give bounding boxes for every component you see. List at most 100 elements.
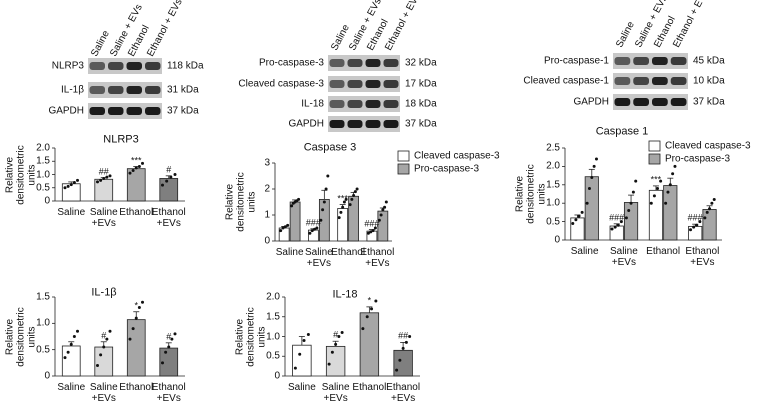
data-point xyxy=(671,172,675,176)
data-point xyxy=(692,225,696,229)
blot-band xyxy=(108,86,124,94)
blot-band xyxy=(365,120,381,128)
y-tick-label: 3 xyxy=(264,157,270,169)
blot-band xyxy=(126,62,142,70)
blot-size-label: 32 kDa xyxy=(405,57,437,69)
y-tick-label: 1.5 xyxy=(36,291,50,303)
bar xyxy=(584,176,599,241)
legend-label: Cleaved caspase-3 xyxy=(414,150,500,162)
data-point xyxy=(173,173,177,176)
data-point xyxy=(353,190,357,194)
data-point xyxy=(313,227,317,231)
data-point xyxy=(708,207,712,211)
blot-band xyxy=(383,100,399,108)
data-point xyxy=(160,183,164,187)
y-tick-label: 1.0 xyxy=(36,169,50,180)
x-tick-label: Ethanol xyxy=(119,382,154,393)
data-point xyxy=(279,229,283,233)
blot-size-label: 10 kDa xyxy=(693,75,725,87)
data-point xyxy=(310,229,314,233)
data-point xyxy=(141,300,145,304)
blot-row-label: Cleaved caspase-3 xyxy=(238,78,324,90)
y-tick-label: 2 xyxy=(264,183,270,195)
blot-size-label: 37 kDa xyxy=(167,105,199,117)
data-point xyxy=(668,183,672,187)
y-tick-label: 0 xyxy=(44,195,50,207)
blot-band xyxy=(347,80,363,88)
data-point xyxy=(340,331,344,335)
data-point xyxy=(105,175,109,179)
data-point xyxy=(173,332,177,336)
data-point xyxy=(377,218,381,222)
data-point xyxy=(355,187,359,191)
chart-title: NLRP3 xyxy=(103,133,139,146)
data-point xyxy=(298,352,302,356)
bar xyxy=(159,178,179,202)
x-tick-label: Ethanol +EVs xyxy=(386,382,421,404)
significance-label: # xyxy=(166,164,172,175)
data-point xyxy=(383,205,387,209)
y-tick-label: 1.0 xyxy=(266,331,280,342)
y-tick-label: 1 xyxy=(264,209,270,221)
data-point xyxy=(337,335,341,338)
y-tick-label: 2.0 xyxy=(266,291,280,303)
data-point xyxy=(627,209,631,213)
y-tick-label: 0.5 xyxy=(36,344,50,356)
data-point xyxy=(339,210,343,214)
data-point xyxy=(99,178,103,182)
blot-band xyxy=(145,62,161,70)
y-tick-label: 2.0 xyxy=(36,142,50,154)
data-point xyxy=(580,210,584,214)
significance-label: ### xyxy=(305,217,321,228)
data-point xyxy=(656,186,660,190)
blot-band xyxy=(633,57,649,65)
data-point xyxy=(373,226,377,230)
significance-label: ## xyxy=(98,166,109,177)
x-tick-label: Saline xyxy=(275,247,304,258)
data-point xyxy=(350,197,354,201)
data-point xyxy=(169,175,173,179)
chart-title: IL-1β xyxy=(91,286,117,299)
blot-band xyxy=(329,100,345,108)
data-point xyxy=(105,337,109,341)
x-tick-label: Ethanol xyxy=(331,247,366,258)
blot-band xyxy=(145,86,161,94)
blot-row-label: GAPDH xyxy=(288,118,324,130)
y-tick-label: 1.5 xyxy=(546,179,560,191)
blot-band xyxy=(347,100,363,108)
blot-band xyxy=(633,98,649,106)
data-point xyxy=(610,227,614,231)
data-point xyxy=(72,180,76,184)
significance-label: * xyxy=(134,300,139,311)
x-tick-label: Saline xyxy=(570,246,599,257)
x-tick-label: Ethanol xyxy=(646,246,681,257)
blot-size-label: 17 kDa xyxy=(405,78,437,90)
data-point xyxy=(571,221,575,225)
data-point xyxy=(652,194,656,198)
data-point xyxy=(342,200,346,204)
chart-title: Caspase 1 xyxy=(595,125,649,138)
significance-label: ### xyxy=(364,218,380,229)
blot-row-label: IL-18 xyxy=(301,98,324,110)
y-axis-label: Relative densitometric units xyxy=(514,164,548,224)
data-point xyxy=(352,194,356,197)
blot-row-label: GAPDH xyxy=(573,96,609,108)
chart-title: Caspase 3 xyxy=(303,141,357,154)
data-point xyxy=(134,316,138,320)
data-point xyxy=(631,190,635,194)
y-tick-label: 0 xyxy=(554,234,560,246)
legend-swatch xyxy=(648,153,661,165)
data-point xyxy=(695,223,699,227)
x-tick-label: Ethanol +EVs xyxy=(685,246,720,268)
data-point xyxy=(344,197,348,201)
data-point xyxy=(302,338,306,342)
significance-label: *** xyxy=(130,155,142,166)
data-point xyxy=(281,226,285,230)
bar xyxy=(663,185,678,241)
blot-strip xyxy=(613,94,688,110)
data-point xyxy=(366,231,370,235)
bar xyxy=(570,217,585,241)
bar xyxy=(94,346,114,377)
blot-strip xyxy=(328,76,400,92)
